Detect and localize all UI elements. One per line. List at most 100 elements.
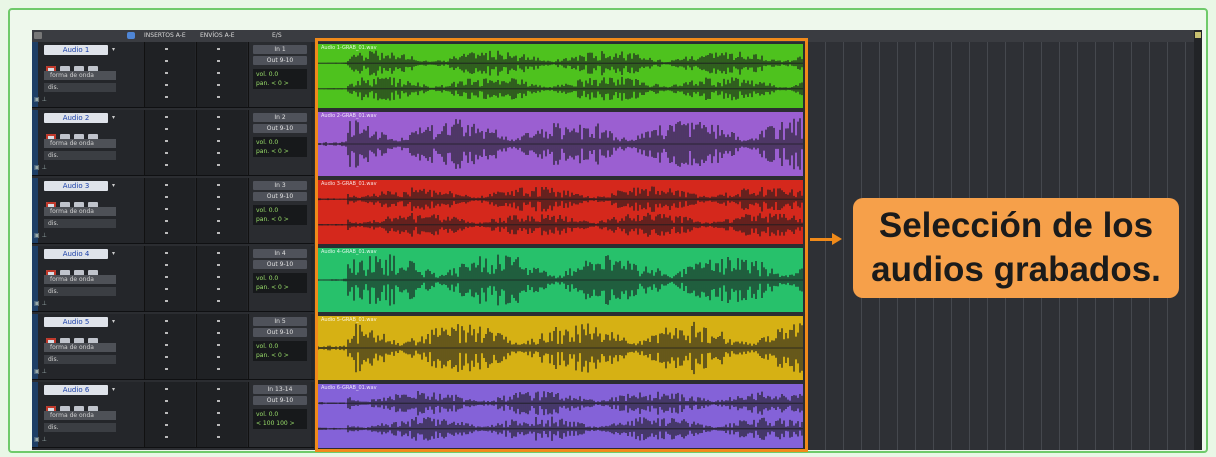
track-menu-icon[interactable]: ▾ <box>112 386 116 393</box>
track-menu-icon[interactable]: ▾ <box>112 318 116 325</box>
track-row[interactable]: Audio 6 ▾ forma de onda dis. ▣ ⊥ In 13-1… <box>32 382 314 448</box>
record-button[interactable] <box>46 270 56 278</box>
sends-cell[interactable] <box>196 314 247 379</box>
track-buttons <box>46 195 102 214</box>
track-disk-select[interactable]: dis. <box>44 355 116 364</box>
solo-button[interactable] <box>74 202 84 210</box>
audio-clip[interactable]: Audio 2-GRAB_01.wav <box>318 112 803 176</box>
sends-cell[interactable] <box>196 178 247 243</box>
input-monitor-button[interactable] <box>60 66 70 74</box>
io-cell: In 5 Out 9-10 vol. 0.0 pan. < 0 > <box>248 314 311 379</box>
disk-label: dis. <box>48 220 59 227</box>
record-button[interactable] <box>46 66 56 74</box>
solo-button[interactable] <box>74 406 84 414</box>
vol-pan-display[interactable]: vol. 0.0 pan. < 0 > <box>253 341 307 361</box>
audio-clip[interactable]: Audio 1-GRAB_01.wav <box>318 44 803 108</box>
mute-button[interactable] <box>88 134 98 142</box>
audio-clip[interactable]: Audio 4-GRAB_01.wav <box>318 248 803 312</box>
inserts-cell[interactable] <box>144 110 195 175</box>
input-monitor-button[interactable] <box>60 338 70 346</box>
track-view-select[interactable]: forma de onda <box>44 71 116 80</box>
track-menu-icon[interactable]: ▾ <box>112 114 116 121</box>
vol-pan-display[interactable]: vol. 0.0 pan. < 0 > <box>253 69 307 89</box>
audio-clip[interactable]: Audio 3-GRAB_01.wav <box>318 180 803 244</box>
mute-button[interactable] <box>88 338 98 346</box>
track-view-select[interactable]: forma de onda <box>44 411 116 420</box>
output-select[interactable]: Out 9-10 <box>253 396 307 405</box>
output-select[interactable]: Out 9-10 <box>253 192 307 201</box>
track-name[interactable]: Audio 3 <box>44 181 108 191</box>
track-row[interactable]: Audio 2 ▾ forma de onda dis. ▣ ⊥ In 2 Ou… <box>32 110 314 176</box>
track-menu-icon[interactable]: ▾ <box>112 182 116 189</box>
track-view-select[interactable]: forma de onda <box>44 275 116 284</box>
solo-button[interactable] <box>74 66 84 74</box>
mute-button[interactable] <box>88 202 98 210</box>
track-name[interactable]: Audio 2 <box>44 113 108 123</box>
input-select[interactable]: In 4 <box>253 249 307 258</box>
track-disk-select[interactable]: dis. <box>44 423 116 432</box>
inserts-cell[interactable] <box>144 382 195 447</box>
sends-cell[interactable] <box>196 246 247 311</box>
solo-button[interactable] <box>74 270 84 278</box>
input-select[interactable]: In 1 <box>253 45 307 54</box>
vol-pan-display[interactable]: vol. 0.0 pan. < 0 > <box>253 205 307 225</box>
clip-area: Audio 1-GRAB_01.wav Audio 2-GRAB_01.wav Au… <box>314 42 807 450</box>
record-button[interactable] <box>46 134 56 142</box>
mute-button[interactable] <box>88 270 98 278</box>
inserts-cell[interactable] <box>144 178 195 243</box>
input-monitor-button[interactable] <box>60 134 70 142</box>
zoom-icon[interactable] <box>1195 32 1201 38</box>
sends-cell[interactable] <box>196 110 247 175</box>
record-button[interactable] <box>46 406 56 414</box>
output-select[interactable]: Out 9-10 <box>253 328 307 337</box>
track-row[interactable]: Audio 4 ▾ forma de onda dis. ▣ ⊥ In 4 Ou… <box>32 246 314 312</box>
track-row[interactable]: Audio 1 ▾ forma de onda dis. ▣ ⊥ In 1 Ou… <box>32 42 314 108</box>
track-name[interactable]: Audio 6 <box>44 385 108 395</box>
track-disk-select[interactable]: dis. <box>44 151 116 160</box>
vol-pan-display[interactable]: vol. 0.0 < 100 100 > <box>253 409 307 429</box>
track-disk-select[interactable]: dis. <box>44 219 116 228</box>
track-view-select[interactable]: forma de onda <box>44 207 116 216</box>
sends-cell[interactable] <box>196 382 247 447</box>
output-select[interactable]: Out 9-10 <box>253 260 307 269</box>
track-row[interactable]: Audio 3 ▾ forma de onda dis. ▣ ⊥ In 3 Ou… <box>32 178 314 244</box>
record-button[interactable] <box>46 202 56 210</box>
input-monitor-button[interactable] <box>60 202 70 210</box>
record-button[interactable] <box>46 338 56 346</box>
input-select[interactable]: In 5 <box>253 317 307 326</box>
track-menu-icon[interactable]: ▾ <box>112 46 116 53</box>
track-menu-icon[interactable]: ▾ <box>112 250 116 257</box>
track-name[interactable]: Audio 5 <box>44 317 108 327</box>
solo-button[interactable] <box>74 338 84 346</box>
track-view-select[interactable]: forma de onda <box>44 139 116 148</box>
mute-button[interactable] <box>88 406 98 414</box>
inserts-cell[interactable] <box>144 314 195 379</box>
inserts-cell[interactable] <box>144 246 195 311</box>
output-select[interactable]: Out 9-10 <box>253 56 307 65</box>
disk-label: dis. <box>48 424 59 431</box>
solo-button[interactable] <box>74 134 84 142</box>
vol-pan-display[interactable]: vol. 0.0 pan. < 0 > <box>253 137 307 157</box>
track-name[interactable]: Audio 4 <box>44 249 108 259</box>
track-color-strip <box>32 178 38 243</box>
mute-button[interactable] <box>88 66 98 74</box>
input-select[interactable]: In 13-14 <box>253 385 307 394</box>
input-select[interactable]: In 2 <box>253 113 307 122</box>
track-row[interactable]: Audio 5 ▾ forma de onda dis. ▣ ⊥ In 5 Ou… <box>32 314 314 380</box>
track-disk-select[interactable]: dis. <box>44 287 116 296</box>
audio-clip[interactable]: Audio 6-GRAB_01.wav <box>318 384 803 448</box>
right-scroll-rail[interactable] <box>1194 30 1202 450</box>
vol-pan-display[interactable]: vol. 0.0 pan. < 0 > <box>253 273 307 293</box>
track-disk-select[interactable]: dis. <box>44 83 116 92</box>
input-monitor-button[interactable] <box>60 406 70 414</box>
input-monitor-button[interactable] <box>60 270 70 278</box>
track-view-select[interactable]: forma de onda <box>44 343 116 352</box>
view-menu-icon[interactable] <box>34 32 42 39</box>
track-name[interactable]: Audio 1 <box>44 45 108 55</box>
audio-clip[interactable]: Audio 5-GRAB_01.wav <box>318 316 803 380</box>
input-select[interactable]: In 3 <box>253 181 307 190</box>
column-toggle-icon[interactable] <box>127 32 135 39</box>
inserts-cell[interactable] <box>144 42 195 107</box>
sends-cell[interactable] <box>196 42 247 107</box>
output-select[interactable]: Out 9-10 <box>253 124 307 133</box>
